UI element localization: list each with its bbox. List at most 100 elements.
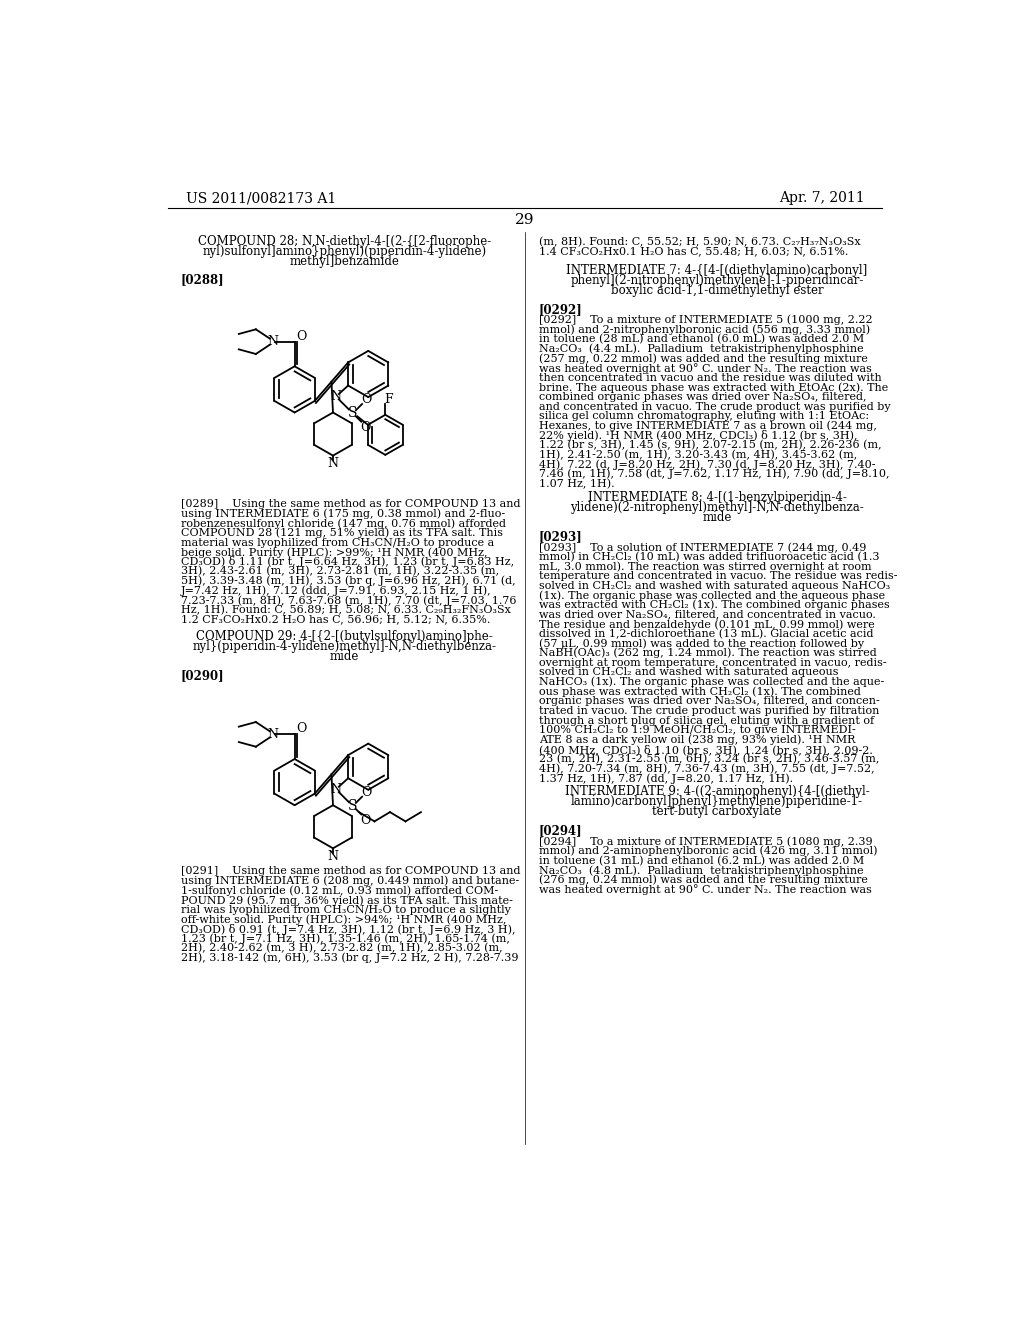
Text: (257 mg, 0.22 mmol) was added and the resulting mixture: (257 mg, 0.22 mmol) was added and the re… <box>539 354 867 364</box>
Text: S: S <box>348 407 357 420</box>
Text: CD₃OD) δ 1.11 (br t, J=6.64 Hz, 3H), 1.23 (br t, J=6.83 Hz,: CD₃OD) δ 1.11 (br t, J=6.64 Hz, 3H), 1.2… <box>180 557 514 568</box>
Text: N: N <box>267 335 279 348</box>
Text: Hz, 1H). Found: C, 56.89; H, 5.08; N, 6.33. C₂₉H₃₂FN₃O₃Sx: Hz, 1H). Found: C, 56.89; H, 5.08; N, 6.… <box>180 605 511 615</box>
Text: beige solid. Purity (HPLC): >99%; ¹H NMR (400 MHz,: beige solid. Purity (HPLC): >99%; ¹H NMR… <box>180 546 487 557</box>
Text: nyl)sulfonyl]amino}phenyl)(piperidin-4-ylidene): nyl)sulfonyl]amino}phenyl)(piperidin-4-y… <box>202 246 486 259</box>
Text: combined organic phases was dried over Na₂SO₄, filtered,: combined organic phases was dried over N… <box>539 392 866 403</box>
Text: 7.46 (m, 1H), 7.58 (dt, J=7.62, 1.17 Hz, 1H), 7.90 (dd, J=8.10,: 7.46 (m, 1H), 7.58 (dt, J=7.62, 1.17 Hz,… <box>539 469 889 479</box>
Text: mmol) and 2-aminophenylboronic acid (426 mg, 3.11 mmol): mmol) and 2-aminophenylboronic acid (426… <box>539 846 878 857</box>
Text: Hexanes, to give INTERMEDIATE 7 as a brown oil (244 mg,: Hexanes, to give INTERMEDIATE 7 as a bro… <box>539 421 877 432</box>
Text: (57 μL, 0.99 mmol) was added to the reaction followed by: (57 μL, 0.99 mmol) was added to the reac… <box>539 638 864 649</box>
Text: methyl]benzamide: methyl]benzamide <box>290 255 399 268</box>
Text: was heated overnight at 90° C. under N₂. The reaction was: was heated overnight at 90° C. under N₂.… <box>539 363 871 374</box>
Text: silica gel column chromatography, eluting with 1:1 EtOAc:: silica gel column chromatography, elutin… <box>539 412 869 421</box>
Text: using INTERMEDIATE 6 (175 mg, 0.38 mmol) and 2-fluo-: using INTERMEDIATE 6 (175 mg, 0.38 mmol)… <box>180 508 505 519</box>
Text: N: N <box>328 457 339 470</box>
Text: [0289]    Using the same method as for COMPOUND 13 and: [0289] Using the same method as for COMP… <box>180 499 520 510</box>
Text: brine. The aqueous phase was extracted with EtOAc (2x). The: brine. The aqueous phase was extracted w… <box>539 383 888 393</box>
Text: material was lyophilized from CH₃CN/H₂O to produce a: material was lyophilized from CH₃CN/H₂O … <box>180 537 494 548</box>
Text: in toluene (28 mL) and ethanol (6.0 mL) was added 2.0 M: in toluene (28 mL) and ethanol (6.0 mL) … <box>539 334 864 345</box>
Text: F: F <box>384 393 393 407</box>
Text: The residue and benzaldehyde (0.101 mL, 0.99 mmol) were: The residue and benzaldehyde (0.101 mL, … <box>539 619 874 630</box>
Text: 1.23 (br t, J=7.1 Hz, 3H), 1.35-1.46 (m, 2H), 1.65-1.74 (m,: 1.23 (br t, J=7.1 Hz, 3H), 1.35-1.46 (m,… <box>180 933 510 944</box>
Text: 3H), 2.43-2.61 (m, 3H), 2.73-2.81 (m, 1H), 3.22-3.35 (m,: 3H), 2.43-2.61 (m, 3H), 2.73-2.81 (m, 1H… <box>180 566 499 577</box>
Text: ylidene)(2-nitrophenyl)methyl]-N,N-diethylbenza-: ylidene)(2-nitrophenyl)methyl]-N,N-dieth… <box>570 500 864 513</box>
Text: 1.4 CF₃CO₂Hx0.1 H₂O has C, 55.48; H, 6.03; N, 6.51%.: 1.4 CF₃CO₂Hx0.1 H₂O has C, 55.48; H, 6.0… <box>539 247 848 256</box>
Text: using INTERMEDIATE 6 (208 mg, 0.449 mmol) and butane-: using INTERMEDIATE 6 (208 mg, 0.449 mmol… <box>180 875 519 886</box>
Text: COMPOUND 28 (121 mg, 51% yield) as its TFA salt. This: COMPOUND 28 (121 mg, 51% yield) as its T… <box>180 528 503 539</box>
Text: INTERMEDIATE 7: 4-{[4-[(diethylamino)carbonyl]: INTERMEDIATE 7: 4-{[4-[(diethylamino)car… <box>566 264 867 277</box>
Text: [0291]    Using the same method as for COMPOUND 13 and: [0291] Using the same method as for COMP… <box>180 866 520 876</box>
Text: CD₃OD) δ 0.91 (t, J=7.4 Hz, 3H), 1.12 (br t, J=6.9 Hz, 3 H),: CD₃OD) δ 0.91 (t, J=7.4 Hz, 3H), 1.12 (b… <box>180 924 515 935</box>
Text: US 2011/0082173 A1: US 2011/0082173 A1 <box>186 191 336 206</box>
Text: robenzenesulfonyl chloride (147 mg, 0.76 mmol) afforded: robenzenesulfonyl chloride (147 mg, 0.76… <box>180 517 506 529</box>
Text: 1-sulfonyl chloride (0.12 mL, 0.93 mmol) afforded COM-: 1-sulfonyl chloride (0.12 mL, 0.93 mmol)… <box>180 886 498 896</box>
Text: 22% yield). ¹H NMR (400 MHz, CDCl₃) δ 1.12 (br s, 3H),: 22% yield). ¹H NMR (400 MHz, CDCl₃) δ 1.… <box>539 430 857 441</box>
Text: mmol) and 2-nitrophenylboronic acid (556 mg, 3.33 mmol): mmol) and 2-nitrophenylboronic acid (556… <box>539 325 869 335</box>
Text: mide: mide <box>330 649 359 663</box>
Text: S: S <box>348 799 357 813</box>
Text: 2H), 2.40-2.62 (m, 3 H), 2.73-2.82 (m, 1H), 2.85-3.02 (m,: 2H), 2.40-2.62 (m, 3 H), 2.73-2.82 (m, 1… <box>180 944 503 953</box>
Text: (1x). The organic phase was collected and the aqueous phase: (1x). The organic phase was collected an… <box>539 590 885 601</box>
Text: overnight at room temperature, concentrated in vacuo, redis-: overnight at room temperature, concentra… <box>539 657 887 668</box>
Text: [0294]: [0294] <box>539 824 583 837</box>
Text: O: O <box>296 330 306 343</box>
Text: organic phases was dried over Na₂SO₄, filtered, and concen-: organic phases was dried over Na₂SO₄, fi… <box>539 696 880 706</box>
Text: [0290]: [0290] <box>180 669 224 682</box>
Text: INTERMEDIATE 8: 4-[(1-benzylpiperidin-4-: INTERMEDIATE 8: 4-[(1-benzylpiperidin-4- <box>588 491 847 504</box>
Text: (400 MHz, CDCl₃) δ 1.10 (br s, 3H), 1.24 (br s, 3H), 2.09-2.: (400 MHz, CDCl₃) δ 1.10 (br s, 3H), 1.24… <box>539 744 872 755</box>
Text: 4H), 7.20-7.34 (m, 8H), 7.36-7.43 (m, 3H), 7.55 (dt, J=7.52,: 4H), 7.20-7.34 (m, 8H), 7.36-7.43 (m, 3H… <box>539 763 874 774</box>
Text: then concentrated in vacuo and the residue was diluted with: then concentrated in vacuo and the resid… <box>539 372 882 383</box>
Text: 7.23-7.33 (m, 8H), 7.63-7.68 (m, 1H), 7.70 (dt, J=7.03, 1.76: 7.23-7.33 (m, 8H), 7.63-7.68 (m, 1H), 7.… <box>180 595 516 606</box>
Text: solved in CH₂Cl₂ and washed with saturated aqueous: solved in CH₂Cl₂ and washed with saturat… <box>539 668 839 677</box>
Text: Na₂CO₃  (4.8 mL).  Palladium  tetrakistriphenylphosphine: Na₂CO₃ (4.8 mL). Palladium tetrakistriph… <box>539 865 863 875</box>
Text: in toluene (31 mL) and ethanol (6.2 mL) was added 2.0 M: in toluene (31 mL) and ethanol (6.2 mL) … <box>539 855 864 866</box>
Text: O: O <box>296 722 306 735</box>
Text: and concentrated in vacuo. The crude product was purified by: and concentrated in vacuo. The crude pro… <box>539 401 891 412</box>
Text: lamino)carbonyl]phenyl}methylene)piperidine-1-: lamino)carbonyl]phenyl}methylene)piperid… <box>571 795 863 808</box>
Text: N: N <box>330 783 341 796</box>
Text: Na₂CO₃  (4.4 mL).  Palladium  tetrakistriphenylphosphine: Na₂CO₃ (4.4 mL). Palladium tetrakistriph… <box>539 343 863 354</box>
Text: [0294]    To a mixture of INTERMEDIATE 5 (1080 mg, 2.39: [0294] To a mixture of INTERMEDIATE 5 (1… <box>539 836 872 846</box>
Text: trated in vacuo. The crude product was purified by filtration: trated in vacuo. The crude product was p… <box>539 706 880 715</box>
Text: dissolved in 1,2-dichloroethane (13 mL). Glacial acetic acid: dissolved in 1,2-dichloroethane (13 mL).… <box>539 628 873 639</box>
Text: COMPOUND 29: 4-[{2-[(butylsulfonyl)amino]phe-: COMPOUND 29: 4-[{2-[(butylsulfonyl)amino… <box>196 630 493 643</box>
Text: 5H), 3.39-3.48 (m, 1H), 3.53 (br q, J=6.96 Hz, 2H), 6.71 (d,: 5H), 3.39-3.48 (m, 1H), 3.53 (br q, J=6.… <box>180 576 515 586</box>
Text: temperature and concentrated in vacuo. The residue was redis-: temperature and concentrated in vacuo. T… <box>539 572 897 581</box>
Text: mide: mide <box>702 511 732 524</box>
Text: through a short plug of silica gel, eluting with a gradient of: through a short plug of silica gel, elut… <box>539 715 873 726</box>
Text: boxylic acid-1,1-dimethylethyl ester: boxylic acid-1,1-dimethylethyl ester <box>610 284 823 297</box>
Text: [0293]    To a solution of INTERMEDIATE 7 (244 mg, 0.49: [0293] To a solution of INTERMEDIATE 7 (… <box>539 543 866 553</box>
Text: POUND 29 (95.7 mg, 36% yield) as its TFA salt. This mate-: POUND 29 (95.7 mg, 36% yield) as its TFA… <box>180 895 513 906</box>
Text: nyl}(piperidin-4-ylidene)methyl]-N,N-diethylbenza-: nyl}(piperidin-4-ylidene)methyl]-N,N-die… <box>193 640 497 653</box>
Text: 1.2 CF₃CO₂Hx0.2 H₂O has C, 56.96; H, 5.12; N, 6.35%.: 1.2 CF₃CO₂Hx0.2 H₂O has C, 56.96; H, 5.1… <box>180 615 490 624</box>
Text: 29: 29 <box>515 213 535 227</box>
Text: rial was lyophilized from CH₃CN/H₂O to produce a slightly: rial was lyophilized from CH₃CN/H₂O to p… <box>180 906 511 915</box>
Text: 1.22 (br s, 3H), 1.45 (s, 9H), 2.07-2.15 (m, 2H), 2.26-236 (m,: 1.22 (br s, 3H), 1.45 (s, 9H), 2.07-2.15… <box>539 440 882 450</box>
Text: 1.07 Hz, 1H).: 1.07 Hz, 1H). <box>539 479 614 488</box>
Text: [0288]: [0288] <box>180 273 224 286</box>
Text: off-white solid. Purity (HPLC): >94%; ¹H NMR (400 MHz,: off-white solid. Purity (HPLC): >94%; ¹H… <box>180 915 506 925</box>
Text: N: N <box>330 389 341 403</box>
Text: O: O <box>360 393 371 407</box>
Text: [0293]: [0293] <box>539 529 583 543</box>
Text: 100% CH₂Cl₂ to 1:9 MeOH/CH₂Cl₂, to give INTERMEDI-: 100% CH₂Cl₂ to 1:9 MeOH/CH₂Cl₂, to give … <box>539 725 855 735</box>
Text: O: O <box>360 814 371 828</box>
Text: N: N <box>328 850 339 862</box>
Text: 23 (m, 2H), 2.31-2.55 (m, 6H), 3.24 (br s, 2H), 3.46-3.57 (m,: 23 (m, 2H), 2.31-2.55 (m, 6H), 3.24 (br … <box>539 754 880 764</box>
Text: COMPOUND 28: N,N-diethyl-4-[(2-{[2-fluorophe-: COMPOUND 28: N,N-diethyl-4-[(2-{[2-fluor… <box>198 235 490 248</box>
Text: O: O <box>360 421 371 434</box>
Text: NaBH(OAc)₃ (262 mg, 1.24 mmol). The reaction was stirred: NaBH(OAc)₃ (262 mg, 1.24 mmol). The reac… <box>539 648 877 659</box>
Text: 1H), 2.41-2.50 (m, 1H), 3.20-3.43 (m, 4H), 3.45-3.62 (m,: 1H), 2.41-2.50 (m, 1H), 3.20-3.43 (m, 4H… <box>539 450 857 461</box>
Text: mL, 3.0 mmol). The reaction was stirred overnight at room: mL, 3.0 mmol). The reaction was stirred … <box>539 561 871 572</box>
Text: mmol) in CH₂Cl₂ (10 mL) was added trifluoroacetic acid (1.3: mmol) in CH₂Cl₂ (10 mL) was added triflu… <box>539 552 880 562</box>
Text: (276 mg, 0.24 mmol) was added and the resulting mixture: (276 mg, 0.24 mmol) was added and the re… <box>539 875 867 886</box>
Text: was extracted with CH₂Cl₂ (1x). The combined organic phases: was extracted with CH₂Cl₂ (1x). The comb… <box>539 599 890 610</box>
Text: 2H), 3.18-142 (m, 6H), 3.53 (br q, J=7.2 Hz, 2 H), 7.28-7.39: 2H), 3.18-142 (m, 6H), 3.53 (br q, J=7.2… <box>180 953 518 964</box>
Text: tert-butyl carboxylate: tert-butyl carboxylate <box>652 805 781 818</box>
Text: solved in CH₂Cl₂ and washed with saturated aqueous NaHCO₃: solved in CH₂Cl₂ and washed with saturat… <box>539 581 890 591</box>
Text: ATE 8 as a dark yellow oil (238 mg, 93% yield). ¹H NMR: ATE 8 as a dark yellow oil (238 mg, 93% … <box>539 734 855 744</box>
Text: 4H), 7.22 (d, J=8.20 Hz, 2H), 7.30 (d, J=8.20 Hz, 3H), 7.40-: 4H), 7.22 (d, J=8.20 Hz, 2H), 7.30 (d, J… <box>539 459 876 470</box>
Text: [0292]    To a mixture of INTERMEDIATE 5 (1000 mg, 2.22: [0292] To a mixture of INTERMEDIATE 5 (1… <box>539 314 872 326</box>
Text: was heated overnight at 90° C. under N₂. The reaction was: was heated overnight at 90° C. under N₂.… <box>539 884 871 895</box>
